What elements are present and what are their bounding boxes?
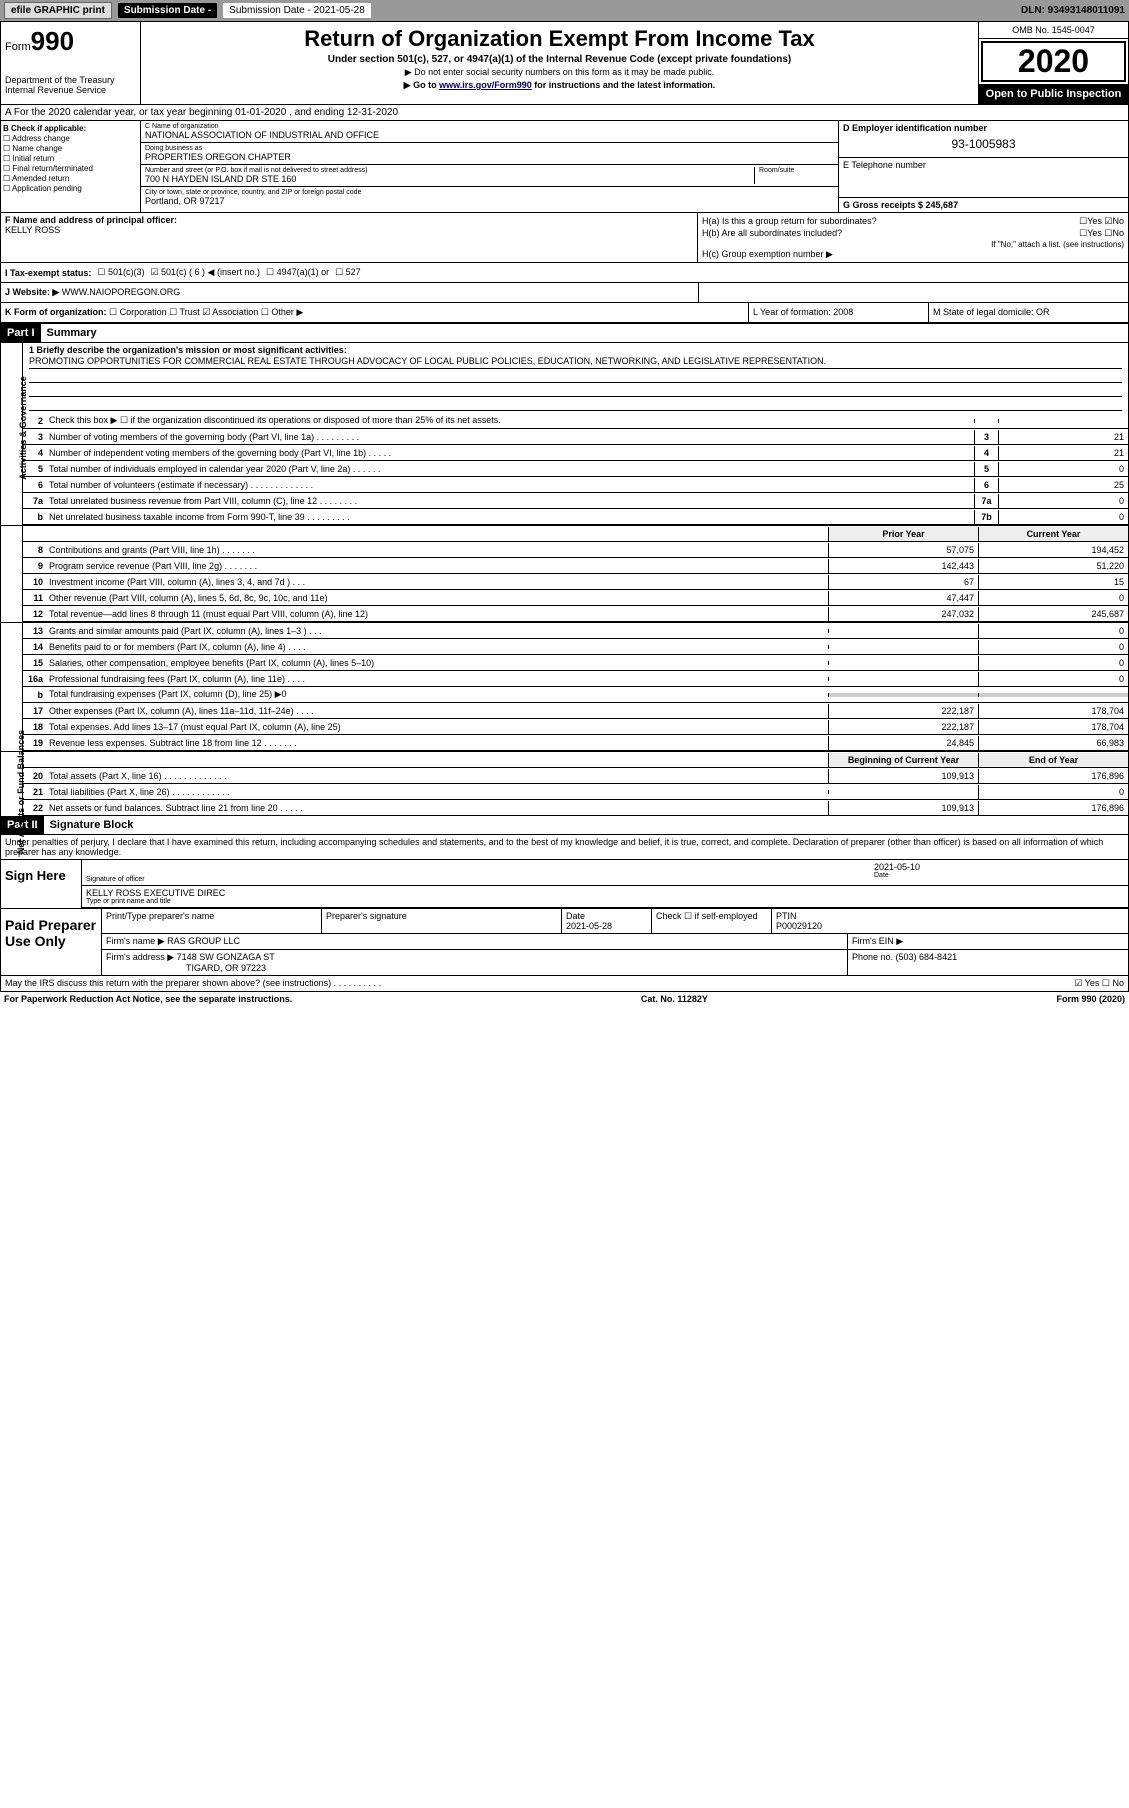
summary-line: 10Investment income (Part VIII, column (… [23,574,1128,590]
col-c-name-addr: C Name of organization NATIONAL ASSOCIAT… [141,121,838,212]
summary-line: 21Total liabilities (Part X, line 26) . … [23,784,1128,800]
form-990: Form990 Department of the Treasury Inter… [0,21,1129,992]
cb-amended[interactable]: ☐ Amended return [3,174,138,183]
ein: 93-1005983 [843,133,1124,155]
header-right: OMB No. 1545-0047 2020 Open to Public In… [978,22,1128,104]
summary-line: 20Total assets (Part X, line 16) . . . .… [23,768,1128,784]
top-bar: efile GRAPHIC print Submission Date - Su… [0,0,1129,21]
summary-line: bNet unrelated business taxable income f… [23,509,1128,525]
firm-address: 7148 SW GONZAGA ST [177,952,275,962]
gross-receipts: G Gross receipts $ 245,687 [843,200,958,210]
summary-line: 15Salaries, other compensation, employee… [23,655,1128,671]
sig-date: 2021-05-10 [874,862,1124,872]
row-a-tax-year: A For the 2020 calendar year, or tax yea… [1,105,1128,121]
col-h-group: H(a) Is this a group return for subordin… [698,213,1128,262]
form-title: Return of Organization Exempt From Incom… [145,26,974,52]
subtitle-3: ▶ Go to www.irs.gov/Form990 for instruct… [145,80,974,91]
irs-link[interactable]: www.irs.gov/Form990 [439,80,532,90]
cb-pending[interactable]: ☐ Application pending [3,184,138,193]
summary-line: 6Total number of volunteers (estimate if… [23,477,1128,493]
summary-line: bTotal fundraising expenses (Part IX, co… [23,687,1128,703]
summary-line: 5Total number of individuals employed in… [23,461,1128,477]
dept-treasury: Department of the Treasury Internal Reve… [5,75,136,95]
summary-line: 11Other revenue (Part VIII, column (A), … [23,590,1128,606]
summary-line: 9Program service revenue (Part VIII, lin… [23,558,1128,574]
part-2-header: Part II Signature Block [1,816,1128,835]
summary-line: 2Check this box ▶ ☐ if the organization … [23,413,1128,429]
form-number: Form990 [5,26,136,57]
sign-here: Sign Here Signature of officer 2021-05-1… [1,859,1128,908]
submission-date: Submission Date - 2021-05-28 [223,3,371,18]
summary-expenses: Expenses 13Grants and similar amounts pa… [1,622,1128,751]
summary-line: 14Benefits paid to or for members (Part … [23,639,1128,655]
tax-year: 2020 [981,41,1126,82]
open-public: Open to Public Inspection [979,84,1128,104]
header-mid: Return of Organization Exempt From Incom… [141,22,978,104]
col-headers-2: Beginning of Current Year End of Year [23,752,1128,768]
discuss-row: May the IRS discuss this return with the… [1,975,1128,991]
cb-name[interactable]: ☐ Name change [3,144,138,153]
summary-line: 18Total expenses. Add lines 13–17 (must … [23,719,1128,735]
cb-final[interactable]: ☐ Final return/terminated [3,164,138,173]
submission-date-label: Submission Date - [118,3,217,18]
officer-name: KELLY ROSS [5,225,693,235]
city-state-zip: Portland, OR 97217 [145,196,834,206]
omb-number: OMB No. 1545-0047 [979,22,1128,39]
cb-address[interactable]: ☐ Address change [3,134,138,143]
footer: For Paperwork Reduction Act Notice, see … [0,992,1129,1006]
summary-line: 4Number of independent voting members of… [23,445,1128,461]
dba: PROPERTIES OREGON CHAPTER [145,152,834,162]
row-k-form-org: K Form of organization: ☐ Corporation ☐ … [1,303,1128,324]
header-left: Form990 Department of the Treasury Inter… [1,22,141,104]
officer-name-title: KELLY ROSS EXECUTIVE DIREC [86,888,1124,898]
street-address: 700 N HAYDEN ISLAND DR STE 160 [145,174,754,184]
mission-text: PROMOTING OPPORTUNITIES FOR COMMERCIAL R… [29,355,1122,369]
year-formation: L Year of formation: 2008 [748,303,928,322]
cb-initial[interactable]: ☐ Initial return [3,154,138,163]
col-headers: Prior Year Current Year [23,526,1128,542]
summary-line: 7aTotal unrelated business revenue from … [23,493,1128,509]
dln: DLN: 93493148011091 [1021,5,1125,16]
state-domicile: M State of legal domicile: OR [928,303,1128,322]
row-f-h: F Name and address of principal officer:… [1,213,1128,263]
col-de: D Employer identification number 93-1005… [838,121,1128,212]
summary-line: 3Number of voting members of the governi… [23,429,1128,445]
entity-info: B Check if applicable: ☐ Address change … [1,121,1128,213]
summary-line: 22Net assets or fund balances. Subtract … [23,800,1128,816]
summary-line: 8Contributions and grants (Part VIII, li… [23,542,1128,558]
col-b-checkboxes: B Check if applicable: ☐ Address change … [1,121,141,212]
summary-revenue: Revenue Prior Year Current Year 8Contrib… [1,525,1128,622]
form-header: Form990 Department of the Treasury Inter… [1,22,1128,105]
summary-line: 12Total revenue—add lines 8 through 11 (… [23,606,1128,622]
summary-line: 17Other expenses (Part IX, column (A), l… [23,703,1128,719]
summary-line: 16aProfessional fundraising fees (Part I… [23,671,1128,687]
row-i-tax-status: I Tax-exempt status: ☐ 501(c)(3) ☑ 501(c… [1,263,1128,283]
org-name: NATIONAL ASSOCIATION OF INDUSTRIAL AND O… [145,130,834,140]
row-j-website: J Website: ▶ WWW.NAIOPOREGON.ORG [1,283,1128,303]
penalty-text: Under penalties of perjury, I declare th… [1,835,1128,859]
website: WWW.NAIOPOREGON.ORG [62,287,181,297]
summary-governance: Activities & Governance 1 Briefly descri… [1,343,1128,525]
efile-button[interactable]: efile GRAPHIC print [4,2,112,19]
col-f-officer: F Name and address of principal officer:… [1,213,698,262]
firm-name: RAS GROUP LLC [167,936,240,946]
summary-net-assets: Net Assets or Fund Balances Beginning of… [1,751,1128,816]
subtitle-1: Under section 501(c), 527, or 4947(a)(1)… [145,54,974,65]
phone-label: E Telephone number [843,160,1124,170]
summary-line: 13Grants and similar amounts paid (Part … [23,623,1128,639]
mission: 1 Briefly describe the organization's mi… [23,343,1128,413]
firm-phone: Phone no. (503) 684-8421 [848,950,1128,975]
summary-line: 19Revenue less expenses. Subtract line 1… [23,735,1128,751]
subtitle-2: ▶ Do not enter social security numbers o… [145,67,974,78]
paid-preparer: Paid Preparer Use Only Print/Type prepar… [1,908,1128,975]
part-1-header: Part I Summary [1,324,1128,343]
group-exemption: H(c) Group exemption number ▶ [702,249,1124,260]
